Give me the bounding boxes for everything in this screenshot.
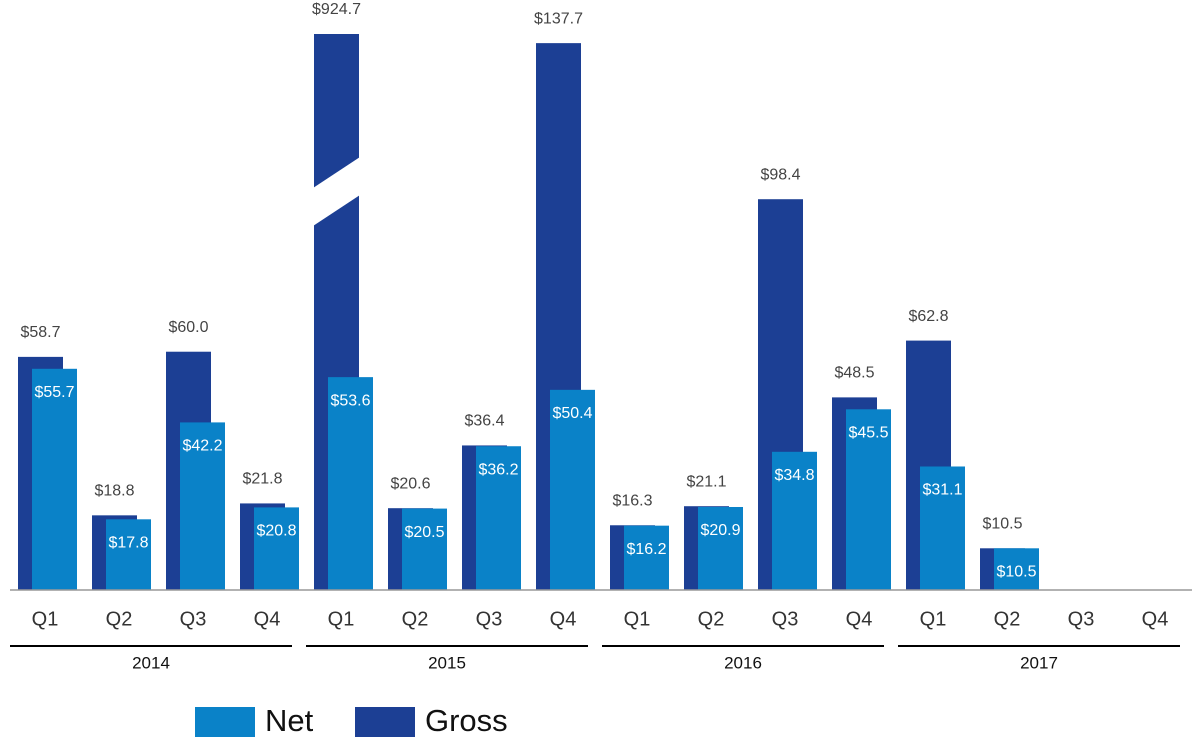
group-label: 2016	[724, 653, 762, 672]
x-tick-label: Q4	[1142, 608, 1169, 630]
value-label: $20.9	[700, 522, 740, 539]
value-label: $21.1	[686, 473, 726, 490]
value-label: $18.8	[94, 483, 134, 500]
value-label: $55.7	[34, 384, 74, 401]
bar	[476, 446, 521, 590]
value-label: $50.4	[552, 405, 592, 422]
value-label: $10.5	[996, 564, 1036, 581]
x-tick-label: Q2	[994, 608, 1021, 630]
legend-swatch	[355, 707, 415, 737]
value-label: $20.5	[404, 524, 444, 541]
value-label: $20.6	[390, 475, 430, 492]
x-tick-label: Q1	[32, 608, 59, 630]
value-label: $924.7	[312, 1, 361, 18]
bar	[698, 506, 743, 590]
x-tick-label: Q4	[550, 608, 577, 630]
axis-break	[313, 157, 360, 226]
value-label: $36.4	[464, 413, 504, 430]
bar	[772, 451, 817, 590]
x-tick-label: Q2	[402, 608, 429, 630]
value-label: $45.5	[848, 425, 888, 442]
value-label: $62.8	[908, 308, 948, 325]
x-tick-label: Q1	[920, 608, 947, 630]
legend-label: Net	[265, 703, 314, 738]
x-tick-label: Q4	[846, 608, 873, 630]
legend-swatch	[195, 707, 255, 737]
group-label: 2017	[1020, 653, 1058, 672]
value-label: $17.8	[108, 535, 148, 552]
value-label: $53.6	[330, 392, 370, 409]
value-label: $48.5	[834, 365, 874, 382]
value-label: $36.2	[478, 461, 518, 478]
bar	[846, 409, 891, 590]
bar	[32, 368, 77, 590]
value-label: $137.7	[534, 10, 583, 27]
group-label: 2015	[428, 653, 466, 672]
group-label: 2014	[132, 653, 170, 672]
legend-label: Gross	[425, 703, 508, 738]
value-label: $16.3	[612, 492, 652, 509]
x-tick-label: Q3	[180, 608, 207, 630]
value-label: $98.4	[760, 166, 800, 183]
bar	[180, 422, 225, 590]
value-label: $20.8	[256, 523, 296, 540]
bar	[106, 519, 151, 590]
x-tick-label: Q3	[1068, 608, 1095, 630]
bar	[402, 508, 447, 590]
value-label: $31.1	[922, 482, 962, 499]
x-tick-label: Q1	[328, 608, 355, 630]
x-tick-label: Q2	[106, 608, 133, 630]
x-tick-label: Q2	[698, 608, 725, 630]
value-label: $16.2	[626, 541, 666, 558]
value-label: $34.8	[774, 467, 814, 484]
bar	[550, 389, 595, 590]
value-label: $21.8	[242, 471, 282, 488]
value-label: $10.5	[982, 516, 1022, 533]
x-tick-label: Q1	[624, 608, 651, 630]
value-label: $60.0	[168, 319, 208, 336]
bar	[994, 548, 1039, 590]
x-tick-label: Q3	[476, 608, 503, 630]
x-tick-label: Q3	[772, 608, 799, 630]
bar	[328, 377, 373, 590]
bar	[254, 507, 299, 590]
bar	[920, 466, 965, 590]
x-tick-label: Q4	[254, 608, 281, 630]
bar	[624, 525, 669, 590]
value-label: $42.2	[182, 438, 222, 455]
value-label: $58.7	[20, 324, 60, 341]
